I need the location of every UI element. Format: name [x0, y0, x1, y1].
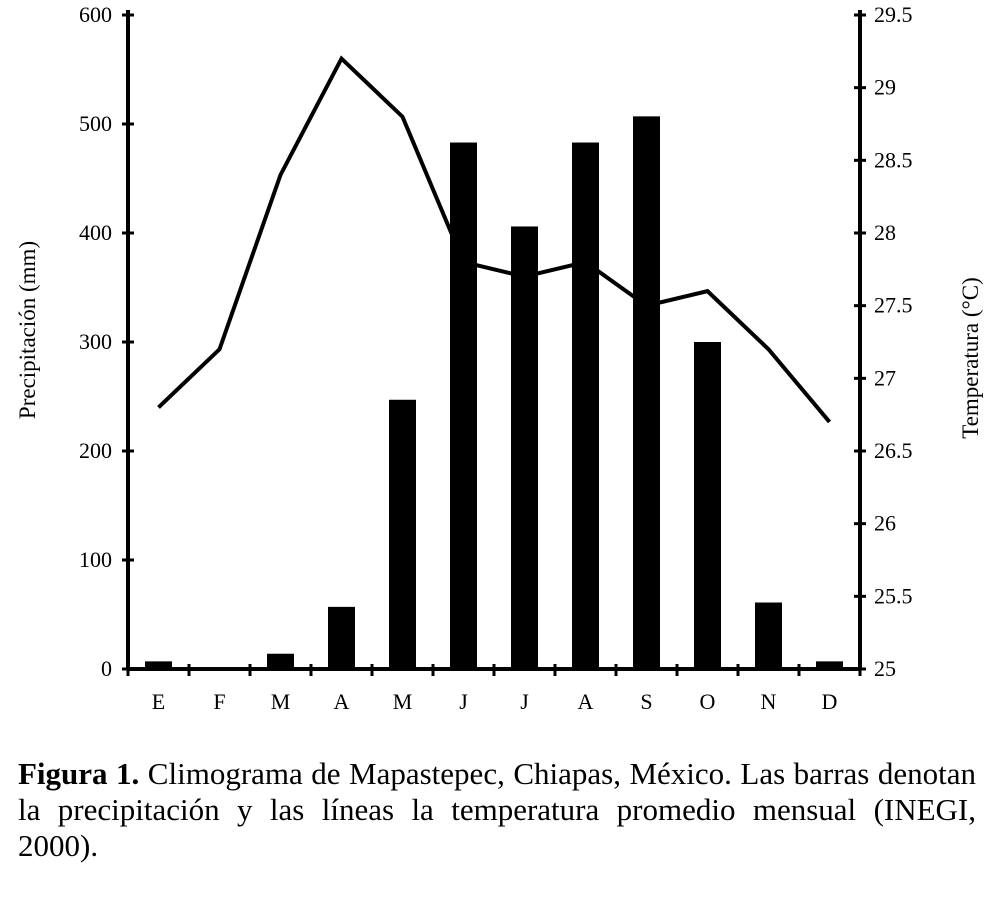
caption-text: Climograma de Mapastepec, Chiapas, Méxic… [18, 756, 977, 863]
y2-tick-label-0: 25 [874, 656, 896, 681]
x-tick-label-8: S [640, 689, 652, 714]
temperature-line [157, 55, 832, 424]
y-tick-label-6: 600 [79, 2, 112, 27]
y2-axis-title: Temperatura (°C) [958, 277, 983, 438]
precip-bar-3 [328, 606, 355, 669]
y2-tick-label-6: 28 [874, 220, 896, 245]
x-tick-label-7: A [578, 689, 594, 714]
precip-bar-5 [450, 142, 477, 669]
y2-tick-label-9: 29.5 [874, 2, 913, 27]
precip-bar-0 [145, 661, 172, 669]
x-tick-label-2: M [271, 689, 291, 714]
precip-bar-7 [572, 142, 599, 669]
precip-bar-11 [816, 661, 843, 669]
precip-bar-8 [633, 116, 660, 670]
x-tick-label-11: D [822, 689, 838, 714]
y-tick-label-5: 500 [79, 111, 112, 136]
precip-bar-4 [389, 399, 416, 669]
y2-tick-label-1: 25.5 [874, 583, 913, 608]
precip-bar-9 [694, 342, 721, 669]
caption-lead: Figura 1. [18, 756, 140, 791]
y-tick-label-3: 300 [79, 329, 112, 354]
y-tick-label-2: 200 [79, 438, 112, 463]
figure-caption: Figura 1. Climograma de Mapastepec, Chia… [18, 756, 976, 864]
x-tick-label-5: J [459, 689, 468, 714]
y2-tick-label-5: 27.5 [874, 293, 913, 318]
y2-tick-label-7: 28.5 [874, 147, 913, 172]
y-tick-label-1: 100 [79, 547, 112, 572]
y-tick-label-0: 0 [101, 656, 112, 681]
y2-tick-label-2: 26 [874, 511, 896, 536]
precip-bar-10 [755, 602, 782, 669]
climograph-chart: 0 100 200 300 400 500 600 25 25.5 26 26.5 27 27.5 28 2… [15, 2, 983, 714]
x-tick-label-0: E [152, 689, 165, 714]
x-tick-label-4: M [393, 689, 413, 714]
x-tick-label-10: N [761, 689, 777, 714]
precip-bar-2 [267, 653, 294, 669]
y2-tick-label-3: 26.5 [874, 438, 913, 463]
y-tick-label-4: 400 [79, 220, 112, 245]
y2-tick-label-4: 27 [874, 365, 896, 390]
x-tick-label-3: A [334, 689, 350, 714]
x-tick-label-1: F [213, 689, 225, 714]
y2-tick-label-8: 29 [874, 75, 896, 100]
x-tick-label-6: J [520, 689, 529, 714]
x-tick-label-9: O [700, 689, 716, 714]
precip-bar-6 [511, 226, 538, 669]
y-axis-title: Precipitación (mm) [15, 241, 40, 419]
